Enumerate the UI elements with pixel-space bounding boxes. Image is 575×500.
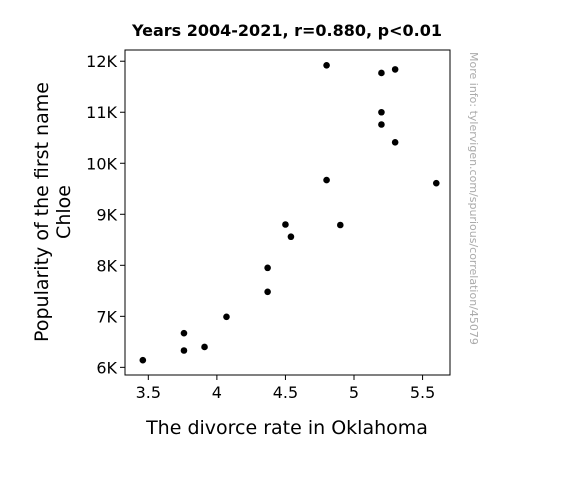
data-point xyxy=(287,233,295,241)
data-point xyxy=(378,108,385,116)
y-tick-label: 9K xyxy=(96,205,117,224)
y-tick-label: 6K xyxy=(96,358,117,377)
data-point xyxy=(180,347,188,354)
data-point xyxy=(323,62,330,69)
data-point xyxy=(391,66,399,73)
y-tick-label: 8K xyxy=(96,256,117,275)
x-tick-label: 5 xyxy=(349,383,359,402)
data-point xyxy=(139,356,147,364)
data-point xyxy=(378,69,385,77)
y-axis-label-line-1: Popularity of the first name xyxy=(31,82,53,342)
data-point xyxy=(282,221,289,228)
x-tick-label: 4 xyxy=(212,383,222,402)
chart-title: Years 2004-2021, r=0.880, p<0.01 xyxy=(131,21,442,40)
y-tick-label: 11K xyxy=(86,103,117,122)
data-point xyxy=(223,313,230,321)
x-tick-label: 5.5 xyxy=(410,383,435,402)
watermark-text: More info: tylervigen.com/spurious/corre… xyxy=(467,52,480,345)
ticks-layer: 3.5 4 4.5 5 5.5 6K 7K 8K 9K 10K 11K 12K xyxy=(86,52,435,402)
data-point xyxy=(201,343,208,351)
data-point xyxy=(432,179,440,187)
data-point xyxy=(391,139,399,146)
data-point xyxy=(180,329,188,337)
y-tick-label: 10K xyxy=(86,154,117,173)
data-point xyxy=(378,121,385,128)
y-tick-label: 12K xyxy=(86,52,117,71)
data-point xyxy=(336,221,344,229)
data-point xyxy=(264,288,271,296)
x-tick-label: 3.5 xyxy=(136,383,161,402)
data-point xyxy=(323,176,330,184)
y-axis-label: Popularity of the first name Chloe xyxy=(31,82,75,342)
x-axis-label: The divorce rate in Oklahoma xyxy=(145,417,428,439)
y-tick-label: 7K xyxy=(96,307,117,326)
plot-frame xyxy=(124,49,451,376)
data-point xyxy=(264,264,271,272)
y-axis-label-line-2: Chloe xyxy=(53,185,75,239)
x-tick-label: 4.5 xyxy=(273,383,298,402)
points-layer xyxy=(139,62,440,364)
